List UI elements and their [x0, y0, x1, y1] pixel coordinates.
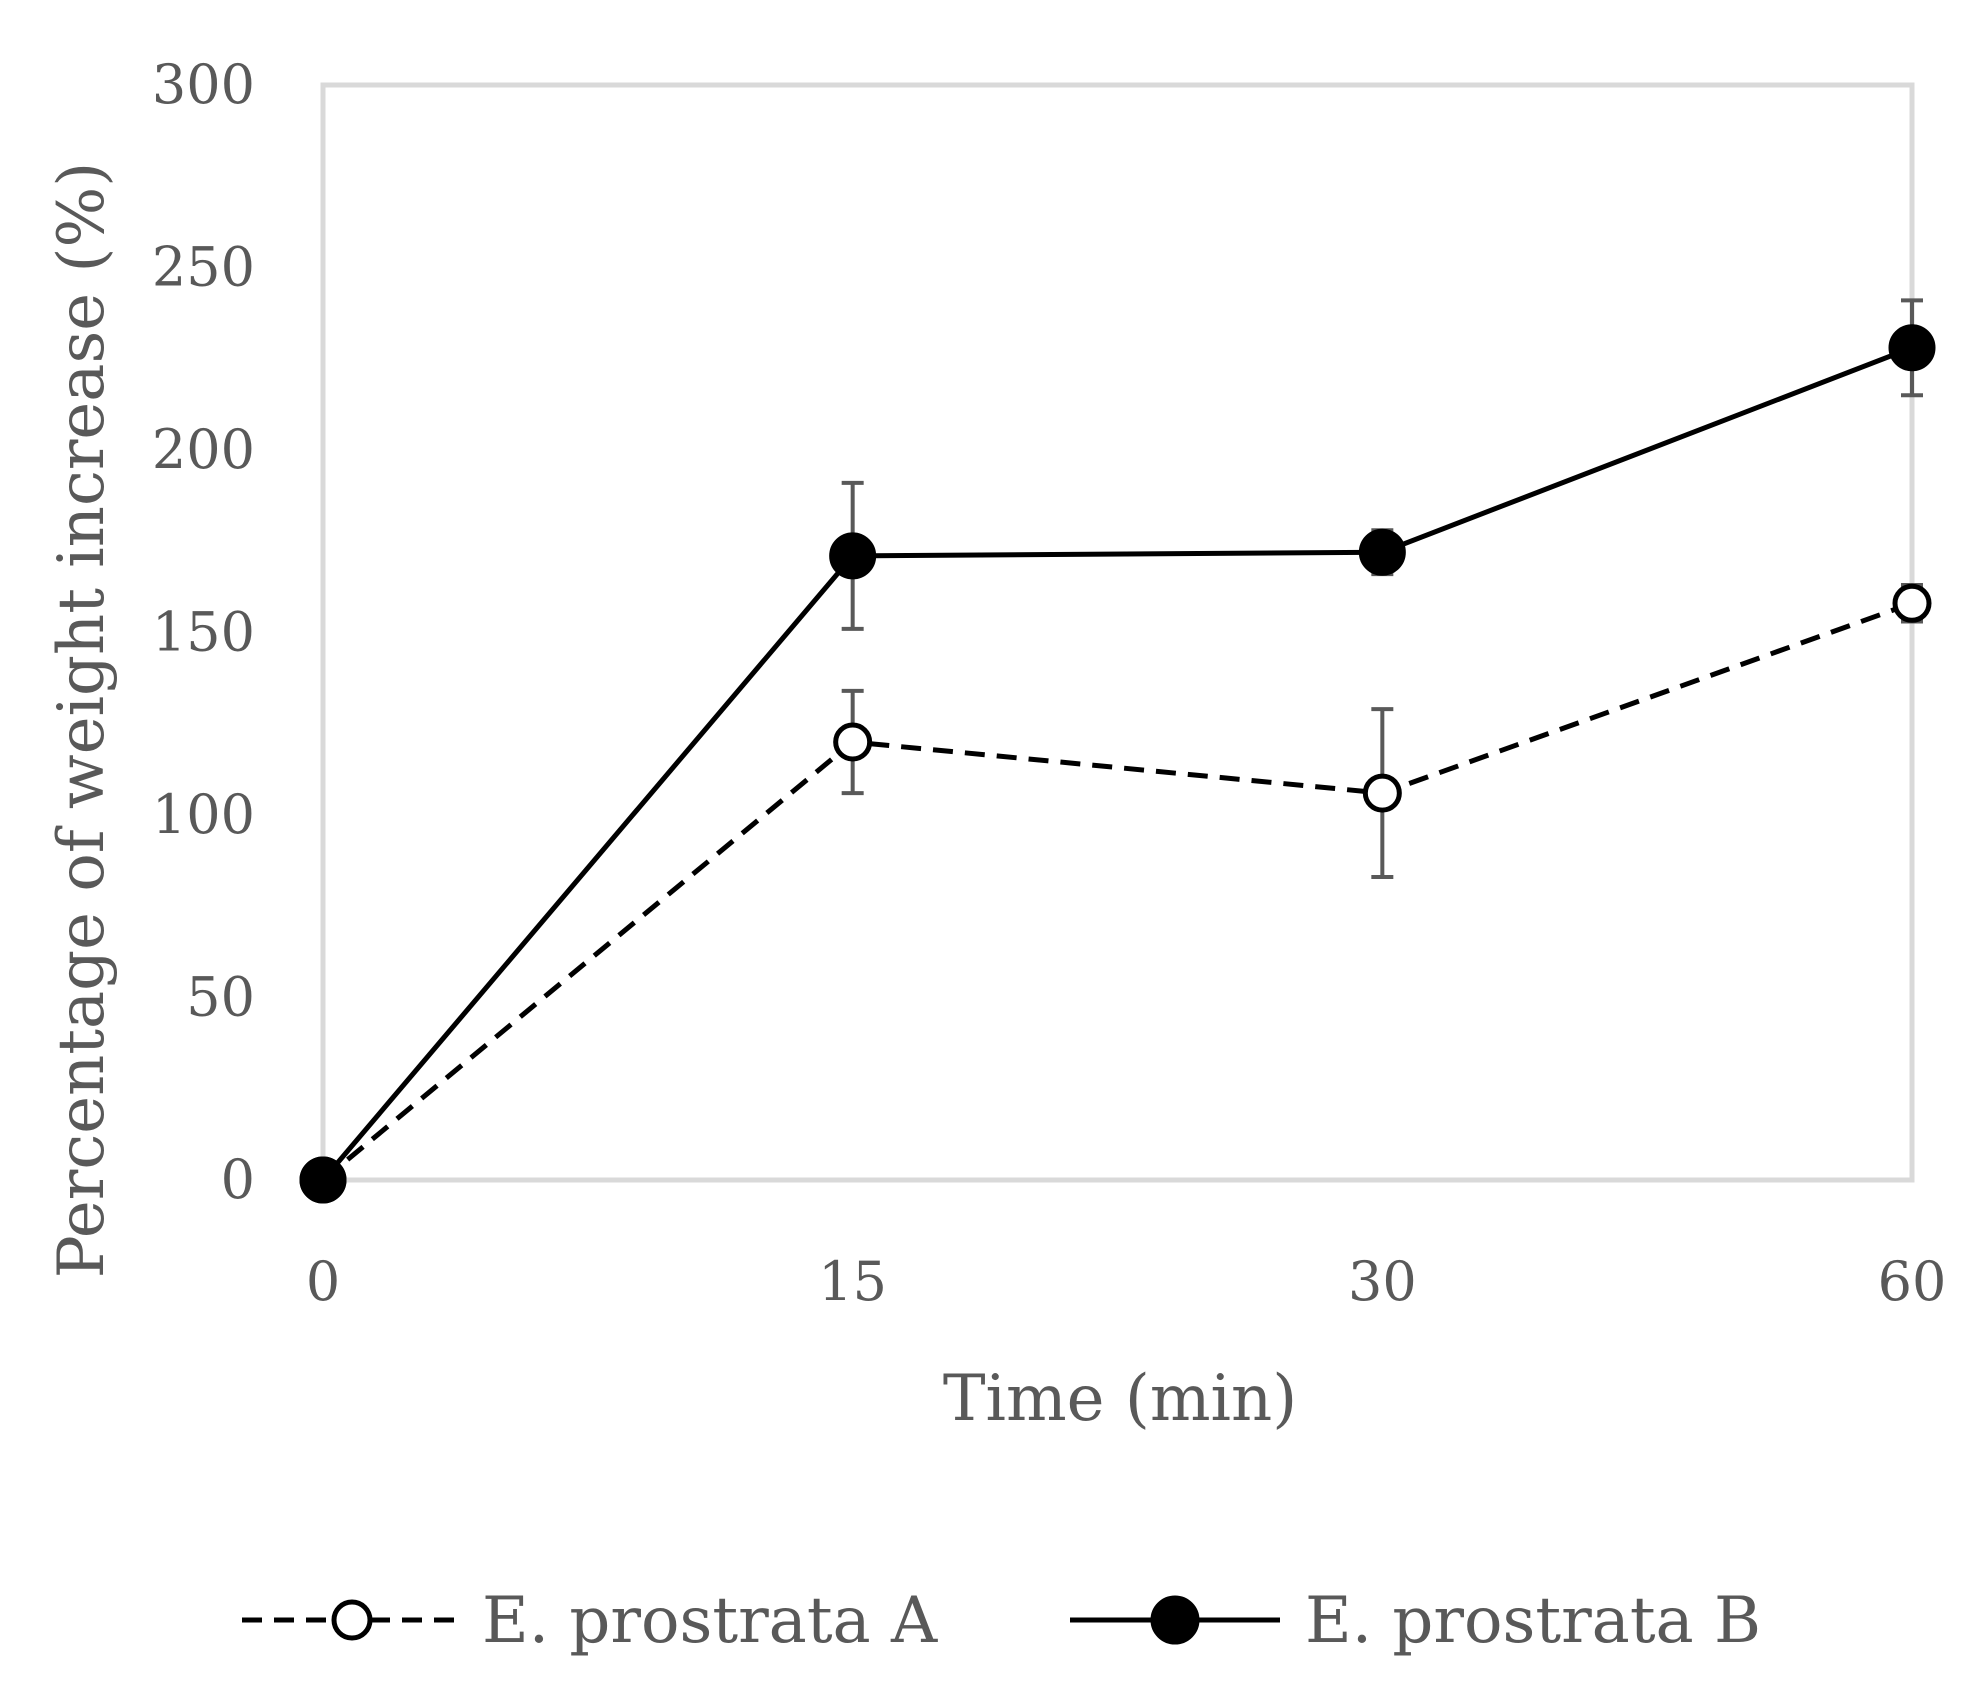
x-axis-title: Time (min)	[943, 1362, 1297, 1436]
x-tick-label: 15	[818, 1250, 887, 1313]
y-tick-label: 100	[152, 783, 255, 846]
data-point	[1892, 583, 1932, 623]
x-tick-label: 60	[1878, 1250, 1947, 1313]
data-point	[829, 532, 877, 580]
data-point	[299, 1156, 347, 1204]
data-point	[1362, 773, 1402, 813]
y-axis-title: Percentage of weight increase (%)	[45, 162, 119, 1279]
series-layer	[299, 298, 1936, 1204]
x-tick-label: 0	[306, 1250, 340, 1313]
legend-item: E. prostrata A	[242, 1584, 938, 1658]
series-line	[321, 345, 1913, 1182]
legend-marker	[1150, 1595, 1200, 1645]
legend-marker	[331, 1599, 373, 1641]
series-a	[299, 583, 1932, 1204]
y-axis-tick-labels: 0 50 100 150 200 250 300	[152, 53, 255, 1211]
plot-border	[320, 82, 1915, 1183]
y-tick-label: 200	[152, 418, 255, 481]
y-tick-label: 250	[152, 236, 255, 299]
legend-label: E. prostrata B	[1305, 1584, 1761, 1658]
plot-area	[320, 82, 1915, 1183]
data-point	[833, 722, 873, 762]
legend: E. prostrata A E. prostrata B	[242, 1584, 1761, 1658]
y-tick-label: 50	[186, 966, 255, 1029]
y-tick-label: 300	[152, 53, 255, 116]
x-tick-label: 30	[1348, 1250, 1417, 1313]
legend-item: E. prostrata B	[1070, 1584, 1761, 1658]
series-line	[321, 600, 1913, 1182]
data-point	[1888, 324, 1936, 372]
data-point	[1358, 528, 1406, 576]
legend-label: E. prostrata A	[482, 1584, 938, 1658]
y-tick-label: 0	[221, 1148, 255, 1211]
x-axis-tick-labels: 0 15 30 60	[306, 1250, 1947, 1313]
series-b	[299, 298, 1936, 1204]
y-tick-label: 150	[152, 601, 255, 664]
